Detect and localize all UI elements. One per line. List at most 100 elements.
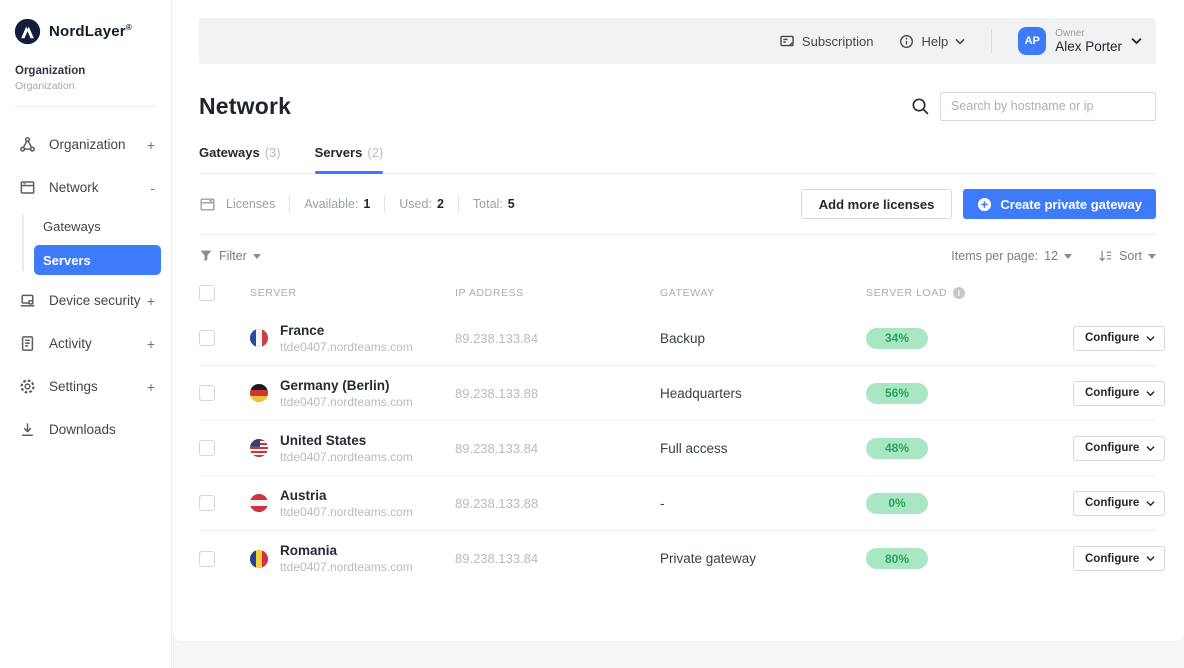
tab-count: (2): [367, 145, 384, 160]
country-flag-icon: [250, 549, 268, 568]
row-checkbox[interactable]: [199, 330, 215, 346]
topbar: Subscription Help AP Owner Alex Porter: [199, 18, 1156, 64]
sidebar-item-label: Settings: [49, 379, 98, 394]
server-hostname: ttde0407.nordteams.com: [280, 394, 413, 409]
info-icon[interactable]: i: [953, 287, 966, 299]
network-subnav: Gateways Servers: [0, 211, 171, 275]
items-per-page-dropdown[interactable]: Items per page: 12: [951, 249, 1073, 263]
expand-plus-icon[interactable]: +: [146, 292, 155, 309]
items-per-page-label: Items per page:: [951, 249, 1039, 263]
filter-label: Filter: [219, 249, 247, 263]
server-gateway: Backup: [660, 330, 706, 346]
add-more-licenses-button[interactable]: Add more licenses: [800, 189, 953, 219]
settings-gear-icon: [20, 379, 35, 394]
separator: [289, 196, 291, 212]
items-per-page-value: 12: [1044, 249, 1059, 263]
expand-plus-icon[interactable]: +: [146, 335, 155, 352]
tab-label: Gateways: [199, 145, 260, 160]
row-checkbox[interactable]: [199, 440, 215, 456]
configure-label: Configure: [1085, 442, 1140, 454]
plus-circle-icon: [978, 197, 992, 211]
collapse-minus-icon[interactable]: -: [150, 179, 155, 196]
row-checkbox[interactable]: [199, 550, 215, 567]
configure-button[interactable]: Configure: [1073, 546, 1166, 571]
brand-logo[interactable]: NordLayer®: [0, 0, 171, 45]
page-title: Network: [199, 92, 292, 119]
server-country: Germany (Berlin): [280, 377, 390, 393]
licenses-total: Total: 5: [472, 197, 515, 211]
licenses-used: Used: 2: [399, 197, 444, 211]
sidebar-item-downloads[interactable]: Downloads: [0, 408, 171, 451]
sort-dropdown[interactable]: Sort: [1098, 249, 1156, 263]
row-checkbox[interactable]: [199, 495, 215, 511]
sidebar-item-servers[interactable]: Servers: [34, 245, 161, 275]
main-panel: Subscription Help AP Owner Alex Porter N…: [172, 0, 1184, 641]
caret-down-icon: [1064, 253, 1073, 259]
server-hostname: ttde0407.nordteams.com: [280, 560, 413, 574]
server-ip: 89.238.133.88: [455, 495, 539, 511]
licenses-bar: Licenses Available: 1 Used: 2 Total: 5 Add …: [199, 174, 1156, 235]
server-gateway: Full access: [660, 440, 728, 456]
separator: [457, 196, 459, 212]
table-row: United States ttde0407.nordteams.com 89.…: [199, 421, 1166, 476]
caret-down-icon: [252, 253, 261, 259]
org-heading: Organization: [15, 65, 86, 77]
sidebar-item-settings[interactable]: Settings +: [0, 365, 171, 408]
help-label: Help: [921, 33, 949, 49]
help-info-icon: [900, 34, 914, 48]
create-private-gateway-button[interactable]: Create private gateway: [963, 189, 1156, 219]
configure-button[interactable]: Configure: [1073, 490, 1166, 516]
table-row: France ttde0407.nordteams.com 89.238.133…: [199, 311, 1166, 366]
server-ip: 89.238.133.88: [455, 385, 539, 401]
server-load-badge: 56%: [866, 382, 928, 404]
org-switcher[interactable]: Organization Organization: [0, 45, 171, 92]
filter-funnel-icon: [200, 250, 212, 262]
chevron-down-icon: [1146, 556, 1155, 562]
sidebar-item-activity[interactable]: Activity +: [0, 322, 171, 365]
sidebar-item-label: Gateways: [43, 218, 101, 234]
server-hostname: ttde0407.nordteams.com: [280, 339, 413, 354]
table-row: Germany (Berlin) ttde0407.nordteams.com …: [199, 366, 1166, 421]
sidebar-item-label: Downloads: [49, 422, 116, 437]
filter-dropdown[interactable]: Filter: [199, 249, 261, 263]
server-gateway: -: [660, 495, 665, 511]
chevron-down-icon: [1146, 390, 1155, 396]
caret-down-icon: [1148, 253, 1156, 259]
country-flag-icon: [250, 439, 268, 457]
server-country: France: [280, 322, 325, 338]
subscription-link[interactable]: Subscription: [779, 33, 873, 49]
sidebar-item-device-security[interactable]: Device security +: [0, 279, 171, 322]
expand-plus-icon[interactable]: +: [146, 136, 155, 153]
licenses-icon: [200, 197, 215, 211]
sidebar-item-label: Servers: [43, 252, 91, 268]
licenses-label: Licenses: [226, 197, 276, 211]
organization-icon: [20, 137, 35, 152]
sidebar-item-organization[interactable]: Organization +: [0, 123, 171, 166]
configure-button[interactable]: Configure: [1073, 435, 1166, 461]
row-checkbox[interactable]: [199, 385, 215, 401]
select-all-checkbox[interactable]: [199, 285, 215, 301]
table-header: SERVER IP ADDRESS GATEWAY SERVER LOAD i: [199, 275, 1156, 311]
tab-count: (3): [264, 145, 281, 160]
configure-label: Configure: [1085, 332, 1140, 344]
sort-label: Sort: [1119, 249, 1142, 263]
sidebar-item-gateways[interactable]: Gateways: [34, 211, 161, 241]
country-flag-icon: [250, 329, 268, 347]
chevron-down-icon: [1146, 445, 1155, 451]
tab-servers[interactable]: Servers (2): [314, 145, 384, 174]
download-icon: [22, 423, 33, 436]
help-menu[interactable]: Help: [899, 34, 965, 49]
user-role: Owner: [1055, 27, 1085, 39]
column-header-server-load: SERVER LOAD i: [866, 287, 1073, 299]
chevron-down-icon: [1146, 500, 1155, 506]
expand-plus-icon[interactable]: +: [146, 378, 155, 395]
search-input[interactable]: [940, 91, 1156, 121]
chevron-down-icon: [955, 38, 965, 45]
configure-button[interactable]: Configure: [1073, 325, 1166, 351]
tab-gateways[interactable]: Gateways (3): [199, 145, 281, 173]
configure-button[interactable]: Configure: [1073, 380, 1166, 406]
column-header-server: SERVER: [250, 287, 297, 299]
topbar-divider: [991, 29, 993, 53]
user-menu[interactable]: AP Owner Alex Porter: [1018, 27, 1142, 55]
sidebar-item-network[interactable]: Network -: [0, 166, 171, 209]
